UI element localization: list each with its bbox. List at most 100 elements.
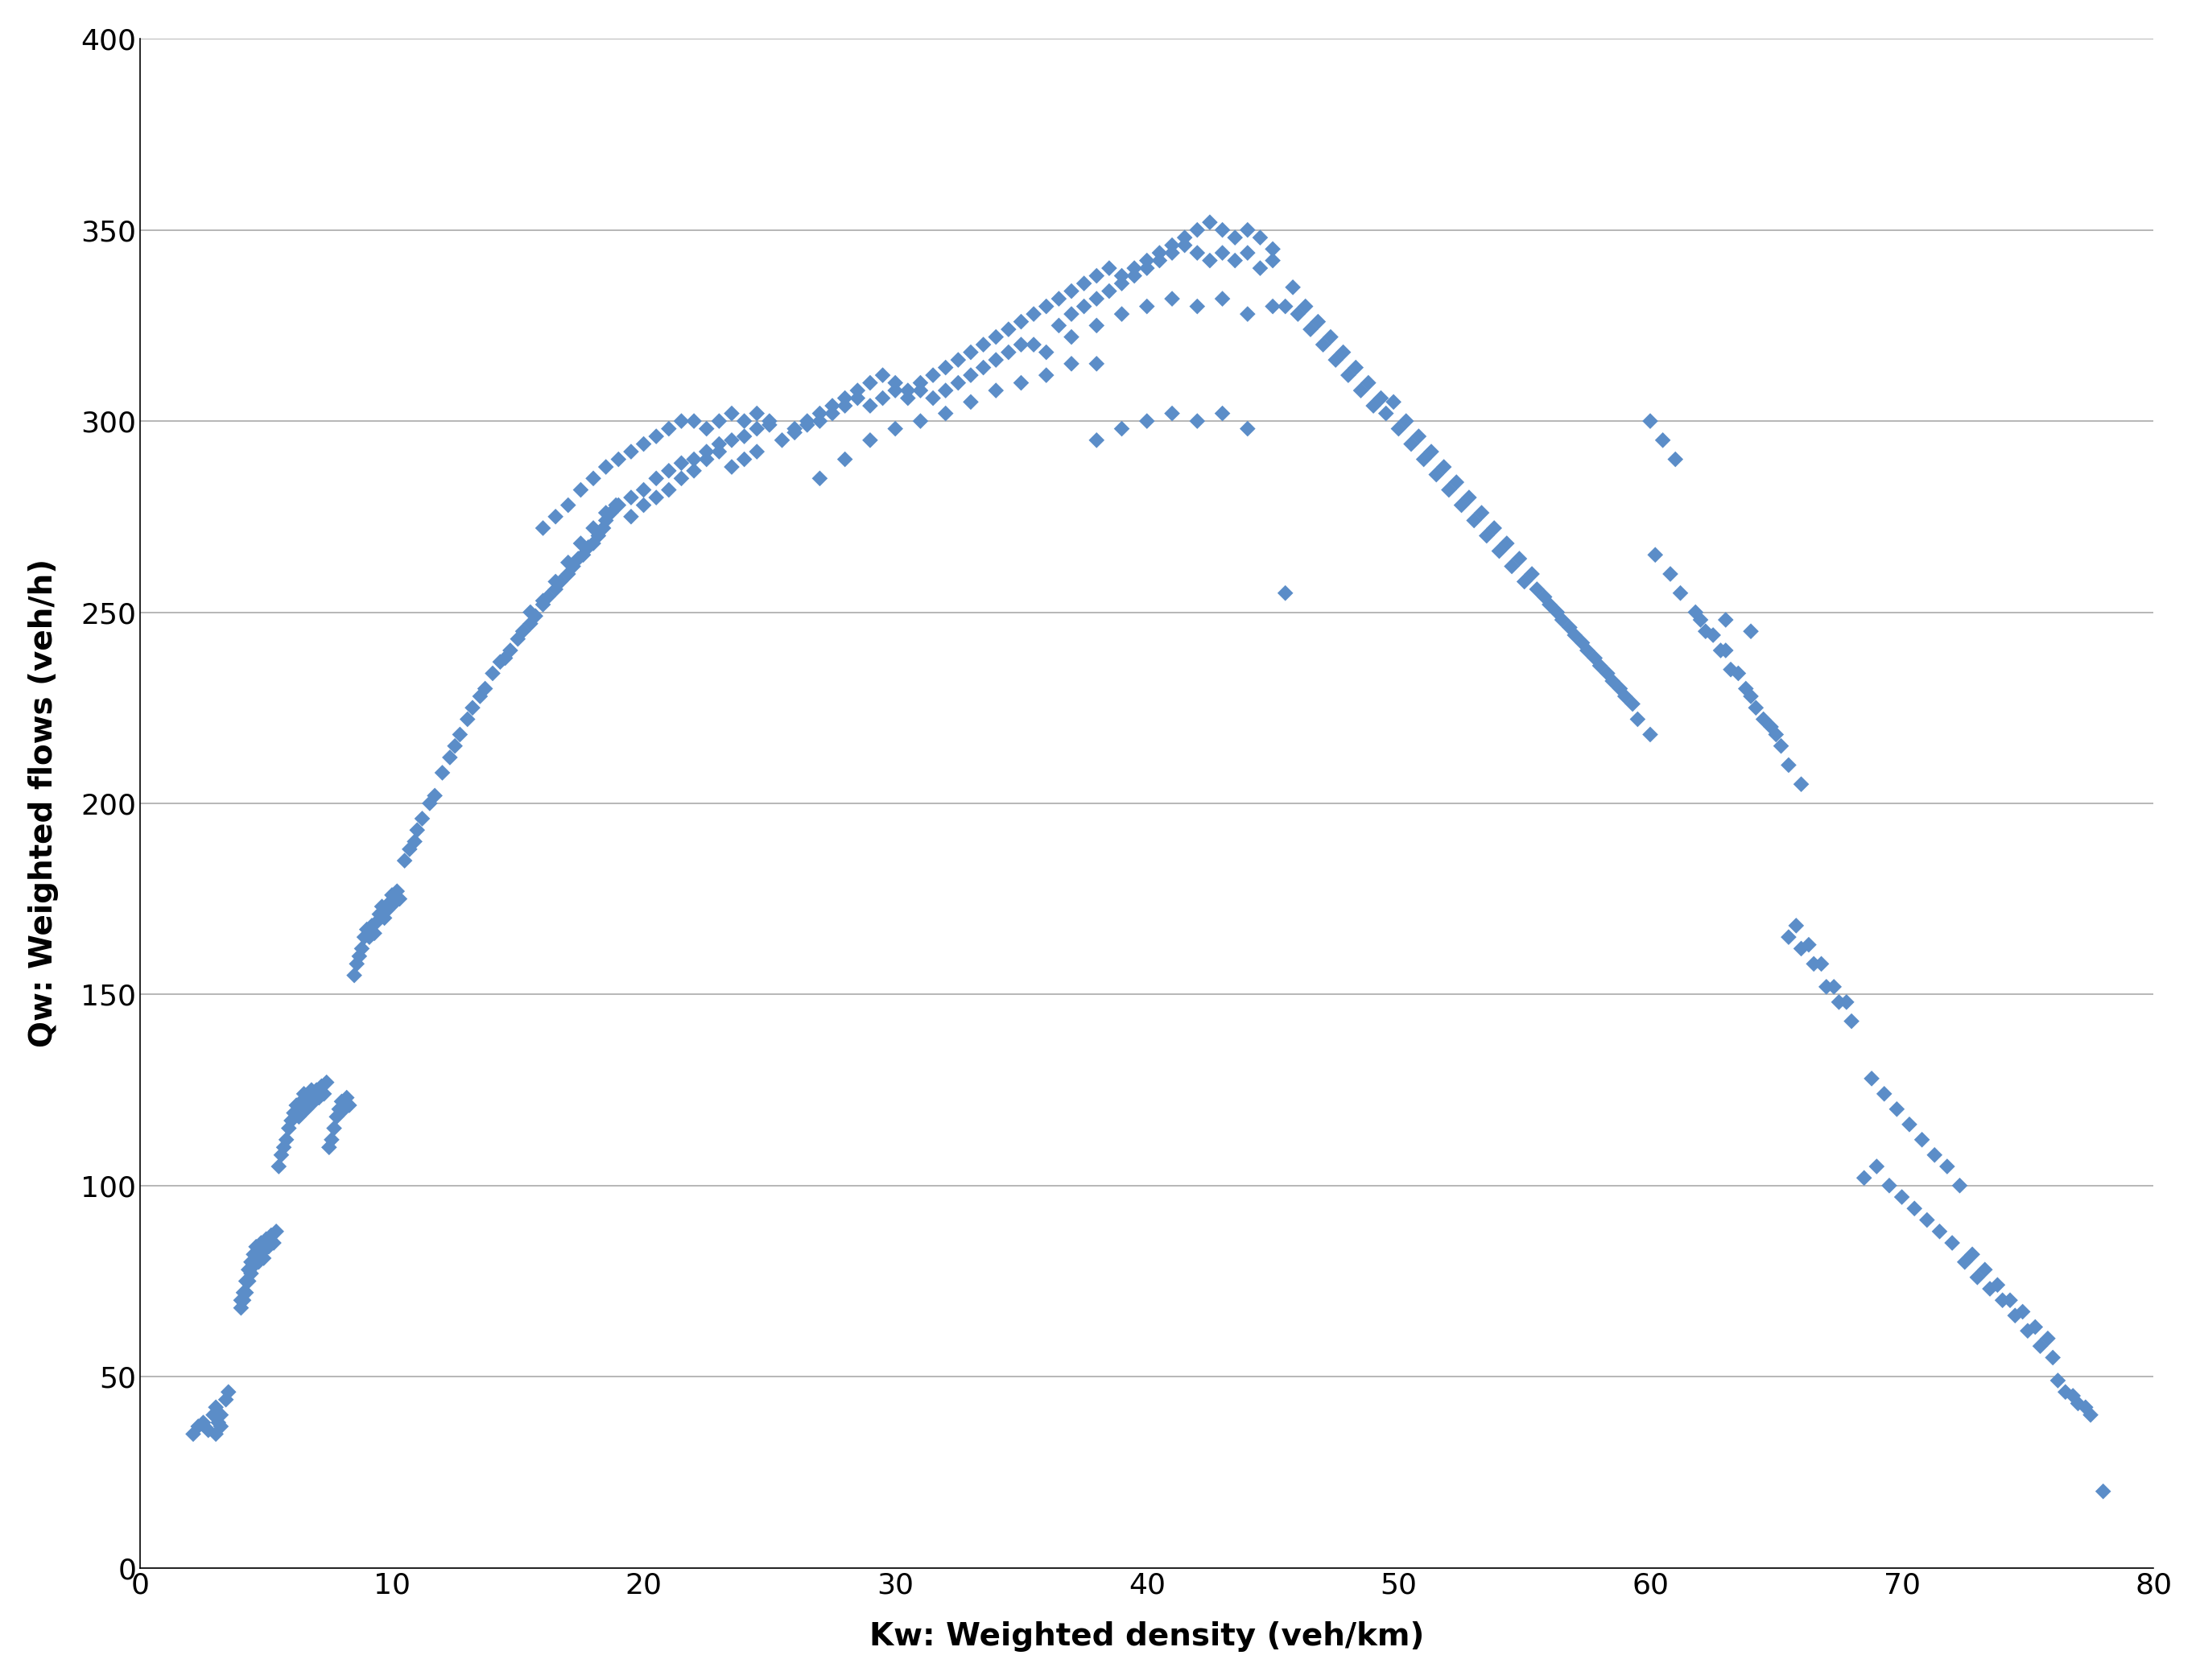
Point — [365, 894, 400, 921]
Point — [854, 370, 889, 396]
Point — [614, 438, 649, 465]
Point — [1355, 393, 1390, 420]
Point — [1129, 292, 1164, 319]
Point — [2035, 1344, 2070, 1371]
Point — [1883, 1184, 1918, 1211]
Point — [367, 904, 403, 931]
Point — [803, 400, 838, 427]
Point — [1443, 492, 1478, 519]
Point — [570, 534, 605, 561]
Point — [1707, 606, 1742, 633]
Point — [1494, 553, 1529, 580]
Point — [689, 415, 724, 442]
Point — [726, 423, 761, 450]
Point — [442, 721, 477, 748]
Point — [587, 454, 623, 480]
Point — [1679, 598, 1714, 625]
Point — [1892, 1110, 1927, 1137]
Point — [1923, 1218, 1958, 1245]
Point — [268, 1126, 304, 1152]
Point — [915, 385, 950, 412]
Point — [902, 370, 937, 396]
Point — [1016, 331, 1052, 358]
Point — [576, 529, 612, 556]
Point — [1663, 580, 1698, 606]
Point — [488, 645, 524, 672]
Point — [1331, 361, 1366, 388]
Point — [1659, 445, 1694, 472]
Point — [550, 492, 585, 519]
Point — [1859, 1152, 1894, 1179]
Point — [202, 1401, 238, 1428]
Point — [902, 408, 937, 435]
Point — [1300, 307, 1335, 334]
Point — [1822, 988, 1857, 1015]
Point — [1267, 580, 1302, 606]
Point — [200, 1410, 235, 1436]
Point — [1591, 660, 1626, 687]
Point — [942, 346, 977, 373]
Point — [1368, 400, 1404, 427]
Point — [229, 1278, 264, 1305]
Point — [715, 400, 750, 427]
Point — [627, 492, 662, 519]
Point — [1973, 1275, 2009, 1302]
Point — [1287, 292, 1322, 319]
Point — [359, 909, 394, 936]
Point — [557, 553, 592, 580]
Point — [1104, 415, 1140, 442]
Point — [253, 1221, 288, 1248]
Point — [2017, 1314, 2053, 1341]
Point — [211, 1379, 246, 1406]
Point — [339, 951, 374, 978]
Point — [928, 376, 964, 403]
Point — [1637, 541, 1672, 568]
Point — [1632, 408, 1668, 435]
Point — [1872, 1173, 1907, 1200]
Point — [1432, 477, 1467, 504]
Point — [576, 465, 612, 492]
Point — [1804, 951, 1839, 978]
Point — [1313, 324, 1349, 351]
Point — [227, 1278, 262, 1305]
Point — [185, 1410, 220, 1436]
Point — [1078, 351, 1113, 378]
Point — [1771, 751, 1806, 778]
Point — [526, 514, 561, 541]
Point — [323, 1089, 359, 1116]
Point — [350, 916, 385, 942]
Point — [1166, 232, 1201, 259]
Point — [348, 924, 383, 951]
Point — [1993, 1287, 2028, 1314]
Point — [1846, 1164, 1881, 1191]
Point — [827, 385, 862, 412]
Point — [321, 1095, 356, 1122]
Point — [354, 912, 389, 939]
Point — [1619, 706, 1654, 732]
Point — [306, 1080, 341, 1107]
Point — [244, 1230, 279, 1257]
Point — [1129, 255, 1164, 282]
Point — [2072, 1401, 2108, 1428]
Point — [499, 625, 535, 652]
Point — [1104, 262, 1140, 289]
Point — [576, 514, 612, 541]
Point — [308, 1068, 343, 1095]
Point — [282, 1104, 317, 1131]
Point — [1256, 247, 1291, 274]
Point — [1476, 514, 1511, 541]
Point — [581, 522, 616, 549]
Point — [191, 1416, 227, 1443]
Point — [594, 499, 629, 526]
Point — [1129, 408, 1164, 435]
Point — [180, 1413, 216, 1440]
Point — [675, 457, 711, 484]
Point — [1564, 630, 1599, 657]
Point — [277, 1099, 312, 1126]
Point — [530, 583, 565, 610]
Point — [865, 361, 900, 388]
Point — [312, 1134, 348, 1161]
Point — [1078, 286, 1113, 312]
Point — [878, 370, 913, 396]
Point — [1828, 988, 1863, 1015]
